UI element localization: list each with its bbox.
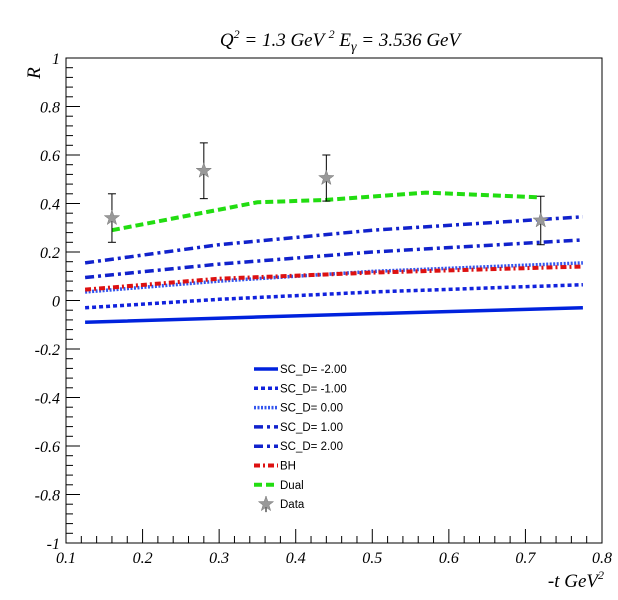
y-tick-label: 0 bbox=[52, 294, 60, 311]
data-points-layer bbox=[103, 142, 550, 246]
x-tick-label: 0.3 bbox=[209, 550, 229, 567]
x-tick-label: 0.1 bbox=[56, 550, 76, 567]
legend-label: SC_D= 1.00 bbox=[280, 422, 343, 434]
legend-label: Dual bbox=[280, 480, 304, 492]
y-tick-label: -0.4 bbox=[35, 391, 60, 408]
axis-tick-labels: 0.1 0.2 0.3 0.4 0.5 0.6 0.7 0.8 -1 -0.8 -0.6 -0.4 -0… bbox=[35, 51, 612, 567]
x-tick-label: 0.8 bbox=[592, 550, 612, 567]
y-tick-label: -0.2 bbox=[35, 342, 60, 359]
x-tick-label: 0.6 bbox=[439, 550, 459, 567]
x-tick-label: 0.7 bbox=[515, 550, 536, 567]
axis-ticks bbox=[65, 57, 603, 544]
y-tick-label: 0.4 bbox=[40, 197, 60, 214]
legend-label: BH bbox=[280, 461, 296, 473]
y-tick-label: -1 bbox=[47, 536, 60, 553]
x-tick-label: 0.2 bbox=[133, 550, 153, 567]
legend: SC_D= -2.00 SC_D= -1.00 SC_D= 0.00 SC_D= 1.… bbox=[254, 364, 347, 513]
data-point bbox=[103, 209, 121, 226]
y-tick-label: -0.6 bbox=[35, 439, 60, 456]
y-tick-label: -0.8 bbox=[35, 488, 60, 505]
y-axis-label: R bbox=[24, 67, 45, 80]
series-line-0 bbox=[85, 306, 583, 325]
x-tick-label: 0.4 bbox=[286, 550, 306, 567]
legend-label: SC_D= -2.00 bbox=[280, 364, 347, 376]
series-line-3 bbox=[84, 238, 584, 280]
plot-frame bbox=[65, 57, 603, 544]
series-layer bbox=[84, 190, 584, 325]
series-line-1 bbox=[84, 282, 583, 310]
y-tick-label: 0.6 bbox=[40, 148, 60, 165]
legend-marker bbox=[257, 495, 275, 512]
data-point bbox=[317, 169, 335, 186]
x-axis-label: -t GeV2 bbox=[548, 568, 604, 592]
data-point bbox=[532, 211, 550, 228]
data-point bbox=[195, 162, 213, 178]
y-tick-label: 1 bbox=[52, 51, 60, 68]
legend-label: Data bbox=[280, 499, 305, 511]
legend-label: SC_D= 2.00 bbox=[280, 441, 343, 453]
y-tick-label: 0.2 bbox=[40, 245, 60, 262]
x-tick-label: 0.5 bbox=[362, 550, 382, 567]
y-tick-label: 0.8 bbox=[40, 100, 60, 117]
legend-label: SC_D= 0.00 bbox=[280, 403, 343, 415]
series-line-5 bbox=[84, 264, 583, 292]
series-line-4 bbox=[84, 215, 584, 265]
legend-label: SC_D= -1.00 bbox=[280, 383, 347, 395]
chart-title: Q2 = 1.3 GeV 2 Eγ = 3.536 GeV bbox=[220, 27, 463, 55]
